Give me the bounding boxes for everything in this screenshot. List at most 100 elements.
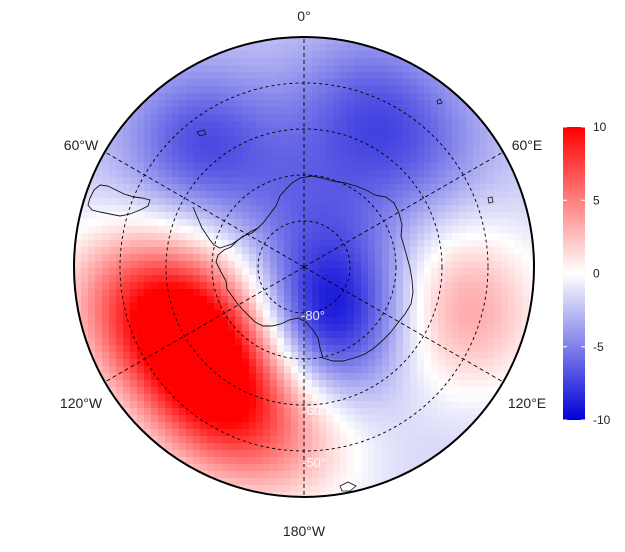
field-cell <box>277 366 285 374</box>
field-cell <box>396 226 404 234</box>
field-cell <box>340 149 348 157</box>
field-cell <box>403 114 411 122</box>
field-cell <box>116 359 124 367</box>
field-cell <box>144 191 152 199</box>
field-cell <box>319 408 327 416</box>
field-cell <box>165 401 173 409</box>
field-cell <box>347 191 355 199</box>
field-cell <box>137 275 145 283</box>
field-cell <box>165 345 173 353</box>
field-cell <box>298 226 306 234</box>
field-cell <box>158 163 166 171</box>
field-cell <box>305 422 313 430</box>
field-cell <box>123 282 131 290</box>
field-cell <box>305 303 313 311</box>
field-cell <box>333 443 341 451</box>
field-cell <box>333 170 341 178</box>
field-cell <box>522 240 530 248</box>
field-cell <box>165 198 173 206</box>
field-cell <box>361 268 369 276</box>
field-cell <box>326 408 334 416</box>
field-cell <box>179 394 187 402</box>
field-cell <box>382 205 390 213</box>
field-cell <box>207 303 215 311</box>
field-cell <box>438 233 446 241</box>
field-cell <box>459 401 467 409</box>
field-cell <box>172 450 180 458</box>
field-cell <box>235 79 243 87</box>
field-cell <box>333 317 341 325</box>
field-cell <box>487 359 495 367</box>
field-cell <box>368 177 376 185</box>
field-cell <box>123 198 131 206</box>
field-cell <box>158 422 166 430</box>
field-cell <box>263 44 271 52</box>
field-cell <box>326 275 334 283</box>
field-cell <box>291 492 299 497</box>
field-cell <box>298 464 306 472</box>
field-cell <box>424 443 432 451</box>
field-cell <box>179 247 187 255</box>
field-cell <box>123 408 131 416</box>
field-cell <box>221 478 229 486</box>
field-cell <box>333 450 341 458</box>
field-cell <box>270 317 278 325</box>
field-cell <box>207 121 215 129</box>
field-cell <box>151 170 159 178</box>
field-cell <box>151 387 159 395</box>
field-cell <box>200 422 208 430</box>
field-cell <box>228 107 236 115</box>
field-cell <box>284 366 292 374</box>
field-cell <box>403 296 411 304</box>
field-cell <box>284 163 292 171</box>
field-cell <box>368 478 376 486</box>
field-cell <box>466 114 474 122</box>
field-cell <box>375 247 383 255</box>
field-cell <box>417 394 425 402</box>
field-cell <box>389 429 397 437</box>
field-cell <box>74 289 82 297</box>
field-cell <box>361 219 369 227</box>
field-cell <box>165 219 173 227</box>
field-cell <box>158 142 166 150</box>
field-cell <box>347 233 355 241</box>
field-cell <box>382 65 390 73</box>
field-cell <box>242 254 250 262</box>
field-cell <box>473 254 481 262</box>
field-cell <box>515 254 523 262</box>
field-cell <box>515 219 523 227</box>
field-cell <box>361 205 369 213</box>
field-cell <box>144 226 152 234</box>
field-cell <box>396 352 404 360</box>
field-cell <box>403 282 411 290</box>
field-cell <box>480 170 488 178</box>
field-cell <box>158 86 166 94</box>
field-cell <box>389 93 397 101</box>
field-cell <box>347 142 355 150</box>
field-cell <box>340 373 348 381</box>
field-cell <box>284 198 292 206</box>
field-cell <box>515 163 523 171</box>
field-cell <box>228 331 236 339</box>
field-cell <box>102 324 110 332</box>
field-cell <box>179 443 187 451</box>
field-cell <box>375 373 383 381</box>
field-cell <box>200 443 208 451</box>
field-cell <box>361 254 369 262</box>
field-cell <box>326 44 334 52</box>
field-cell <box>277 142 285 150</box>
field-cell <box>312 177 320 185</box>
field-cell <box>305 170 313 178</box>
field-cell <box>410 198 418 206</box>
field-cell <box>431 240 439 248</box>
meridian-line <box>303 151 504 268</box>
field-cell <box>417 366 425 374</box>
field-cell <box>214 282 222 290</box>
field-cell <box>347 135 355 143</box>
field-cell <box>515 226 523 234</box>
field-cell <box>473 331 481 339</box>
field-cell <box>333 184 341 192</box>
field-cell <box>165 289 173 297</box>
field-cell <box>417 401 425 409</box>
field-cell <box>242 121 250 129</box>
